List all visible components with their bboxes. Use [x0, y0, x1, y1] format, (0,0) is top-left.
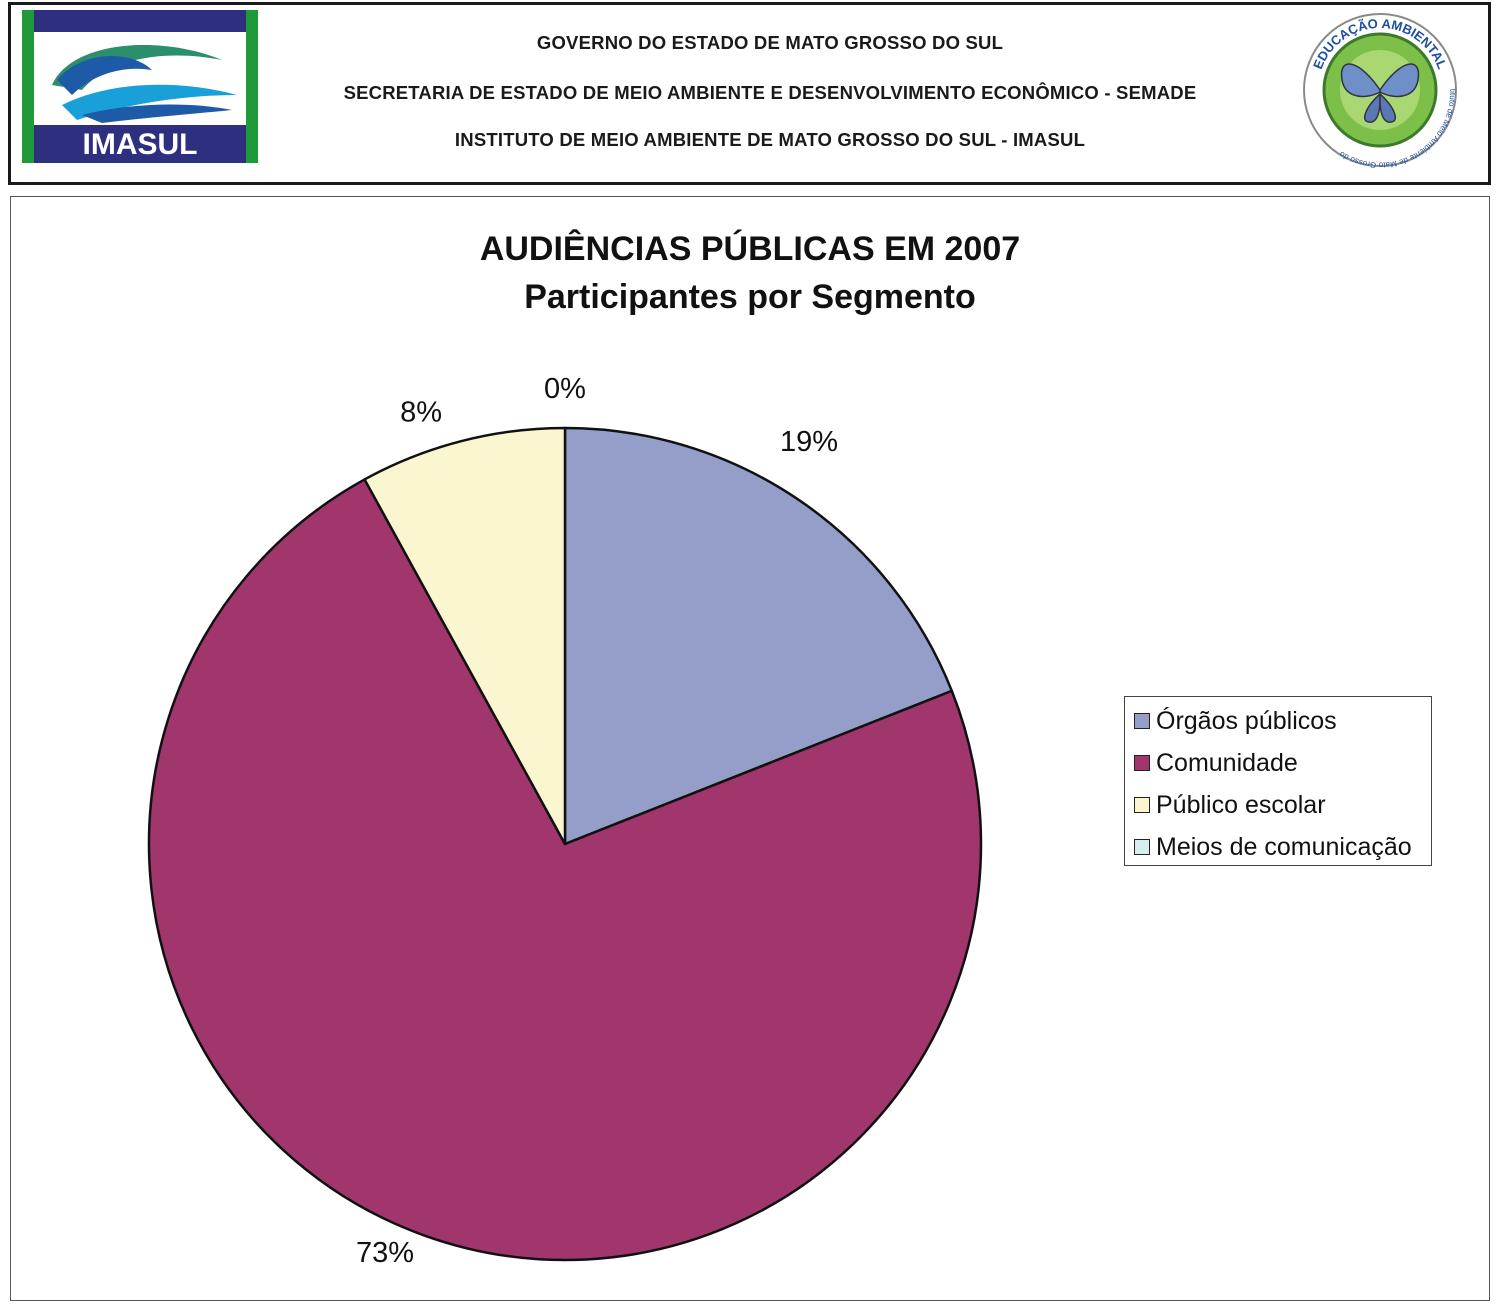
legend-label-publico-escolar: Público escolar: [1156, 790, 1326, 819]
legend-label-comunidade: Comunidade: [1156, 748, 1298, 777]
legend-swatch-meios-comunicacao: [1134, 839, 1150, 855]
legend-label-meios-comunicacao: Meios de comunicação: [1156, 832, 1412, 861]
pie-label-meios-de-comunicacao: 0%: [544, 373, 586, 405]
legend-label-orgaos-publicos: Órgãos públicos: [1156, 706, 1337, 735]
header-line-institute: INSTITUTO DE MEIO AMBIENTE DE MATO GROSS…: [454, 129, 1086, 150]
pie-label-comunidade: 73%: [356, 1237, 414, 1269]
pie-label-publico-escolar: 8%: [400, 396, 442, 428]
header-line-government: GOVERNO DO ESTADO DE MATO GROSSO DO SUL: [536, 32, 1004, 53]
legend-item-meios-comunicacao: Meios de comunicação: [1134, 832, 1412, 862]
legend-item-comunidade: Comunidade: [1134, 748, 1298, 778]
legend-item-orgaos-publicos: Órgãos públicos: [1134, 706, 1337, 736]
chart-title: AUDIÊNCIAS PÚBLICAS EM 2007: [479, 230, 1021, 268]
pie-slice-orgaos-publicos: [563, 426, 954, 846]
chart-subtitle: Participantes por Segmento: [524, 278, 976, 316]
legend-swatch-comunidade: [1134, 755, 1150, 771]
legend-item-publico-escolar: Público escolar: [1134, 790, 1326, 820]
pie-slice-comunidade: [147, 478, 983, 1262]
imasul-logo-text: IMASUL: [83, 128, 198, 161]
pie-label-orgaos-publicos: 19%: [780, 426, 838, 458]
pie-slice-publico-escolar: [363, 426, 567, 846]
chart-legend: Órgãos públicos Comunidade Público escol…: [1124, 696, 1432, 866]
header-line-secretariat: SECRETARIA DE ESTADO DE MEIO AMBIENTE E …: [343, 82, 1197, 103]
educacao-ambiental-seal: EDUCAÇÃO AMBIENTAL Instituto de Meio Amb…: [1300, 10, 1457, 170]
header-text-block: GOVERNO DO ESTADO DE MATO GROSSO DO SUL …: [260, 0, 1280, 177]
imasul-logo: IMASUL: [22, 10, 258, 163]
legend-swatch-orgaos-publicos: [1134, 713, 1150, 729]
legend-swatch-publico-escolar: [1134, 797, 1150, 813]
